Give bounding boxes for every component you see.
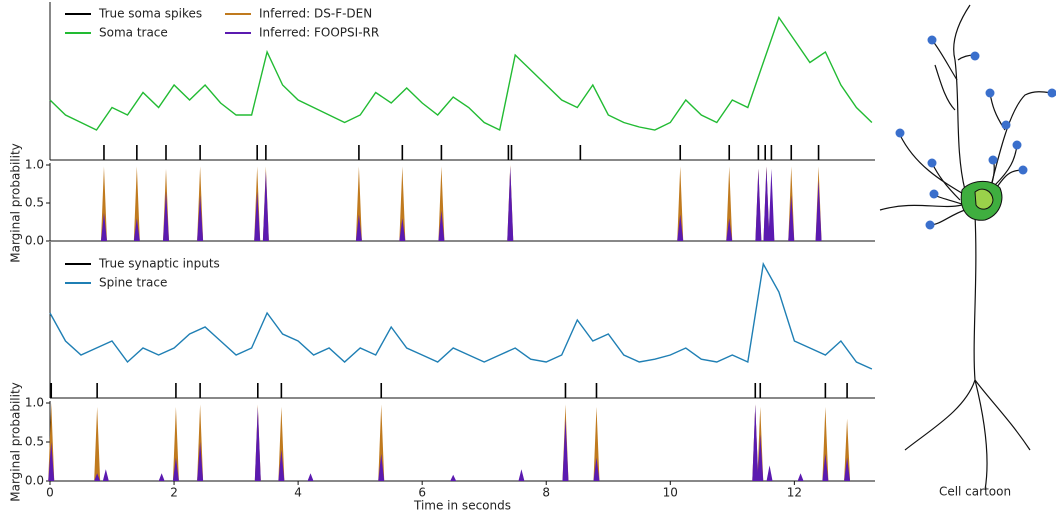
probability-spike <box>752 404 759 481</box>
x-tick-label: 4 <box>294 486 302 500</box>
y-axis-label: Marginal probability <box>9 143 23 263</box>
probability-spike <box>507 166 514 241</box>
probability-spike <box>797 473 804 481</box>
probability-spike <box>677 214 684 241</box>
probability-spike <box>562 418 569 481</box>
probability-spike <box>822 453 829 481</box>
probability-spike <box>133 218 140 241</box>
probability-spike <box>262 171 269 241</box>
probability-spike <box>254 406 261 481</box>
probability-spike <box>677 166 684 241</box>
y-tick-label: 0.0 <box>25 474 44 488</box>
probability-spike <box>399 166 406 241</box>
y-tick-label: 0.5 <box>25 435 44 449</box>
probability-spike <box>100 212 107 241</box>
legend-label: Spine trace <box>99 276 167 290</box>
y-tick-label: 1.0 <box>25 158 44 172</box>
probability-spike <box>172 457 179 481</box>
x-tick-label: 2 <box>170 486 178 500</box>
y-axis-label: Marginal probability <box>9 382 23 502</box>
probability-spike <box>844 457 851 481</box>
x-axis-label: Time in seconds <box>413 499 511 512</box>
probability-spike <box>763 166 770 241</box>
probability-spike <box>518 469 525 481</box>
cartoon-label: Cell cartoon <box>939 485 1011 499</box>
probability-spike <box>94 473 101 481</box>
probability-spike <box>593 457 600 481</box>
probability-spike <box>278 449 285 481</box>
probability-spike <box>355 166 362 241</box>
probability-spike <box>593 406 600 481</box>
probability-spike <box>278 406 285 481</box>
legend-label: Inferred: DS-F-DEN <box>259 7 372 21</box>
legend-label: True soma spikes <box>98 7 202 21</box>
probability-spike <box>399 218 406 241</box>
probability-spike <box>158 473 165 481</box>
y-tick-label: 0.0 <box>25 234 44 248</box>
probability-spike <box>100 166 107 241</box>
x-tick-label: 10 <box>663 486 678 500</box>
y-tick-label: 0.5 <box>25 196 44 210</box>
probability-spike <box>844 418 851 481</box>
x-tick-label: 8 <box>542 486 550 500</box>
trace-line <box>49 15 873 132</box>
trace-line <box>49 261 873 370</box>
probability-spike <box>48 442 55 481</box>
legend-label: Inferred: FOOPSI-RR <box>259 26 379 40</box>
probability-spike <box>94 406 101 481</box>
probability-spike <box>822 406 829 481</box>
probability-spike <box>450 474 457 481</box>
nucleus <box>974 188 994 210</box>
probability-spike <box>162 191 169 241</box>
probability-spike <box>726 166 733 241</box>
probability-spike <box>307 473 314 481</box>
probability-spike <box>133 166 140 241</box>
legend-label: Soma trace <box>99 26 168 40</box>
probability-spike <box>726 218 733 241</box>
probability-spike <box>766 465 773 481</box>
legend-label: True synaptic inputs <box>98 257 220 271</box>
probability-spike <box>438 210 445 241</box>
cell-cartoon <box>879 4 1053 491</box>
probability-spike <box>378 404 385 481</box>
probability-spike <box>172 406 179 481</box>
probability-spike <box>102 469 109 481</box>
x-tick-label: 6 <box>418 486 426 500</box>
probability-spike <box>788 195 795 241</box>
probability-spike <box>438 166 445 241</box>
probability-spike <box>378 453 385 481</box>
probability-spike <box>355 214 362 241</box>
probability-spike <box>254 191 261 241</box>
probability-spike <box>197 195 204 241</box>
probability-spike <box>197 442 204 481</box>
probability-spike <box>755 168 762 241</box>
probability-spike <box>768 168 775 241</box>
x-tick-label: 0 <box>46 486 54 500</box>
cell-spines <box>895 35 1056 230</box>
x-tick-label: 12 <box>787 486 802 500</box>
probability-spike <box>757 434 764 481</box>
probability-spike <box>815 180 822 241</box>
y-tick-label: 1.0 <box>25 396 44 410</box>
